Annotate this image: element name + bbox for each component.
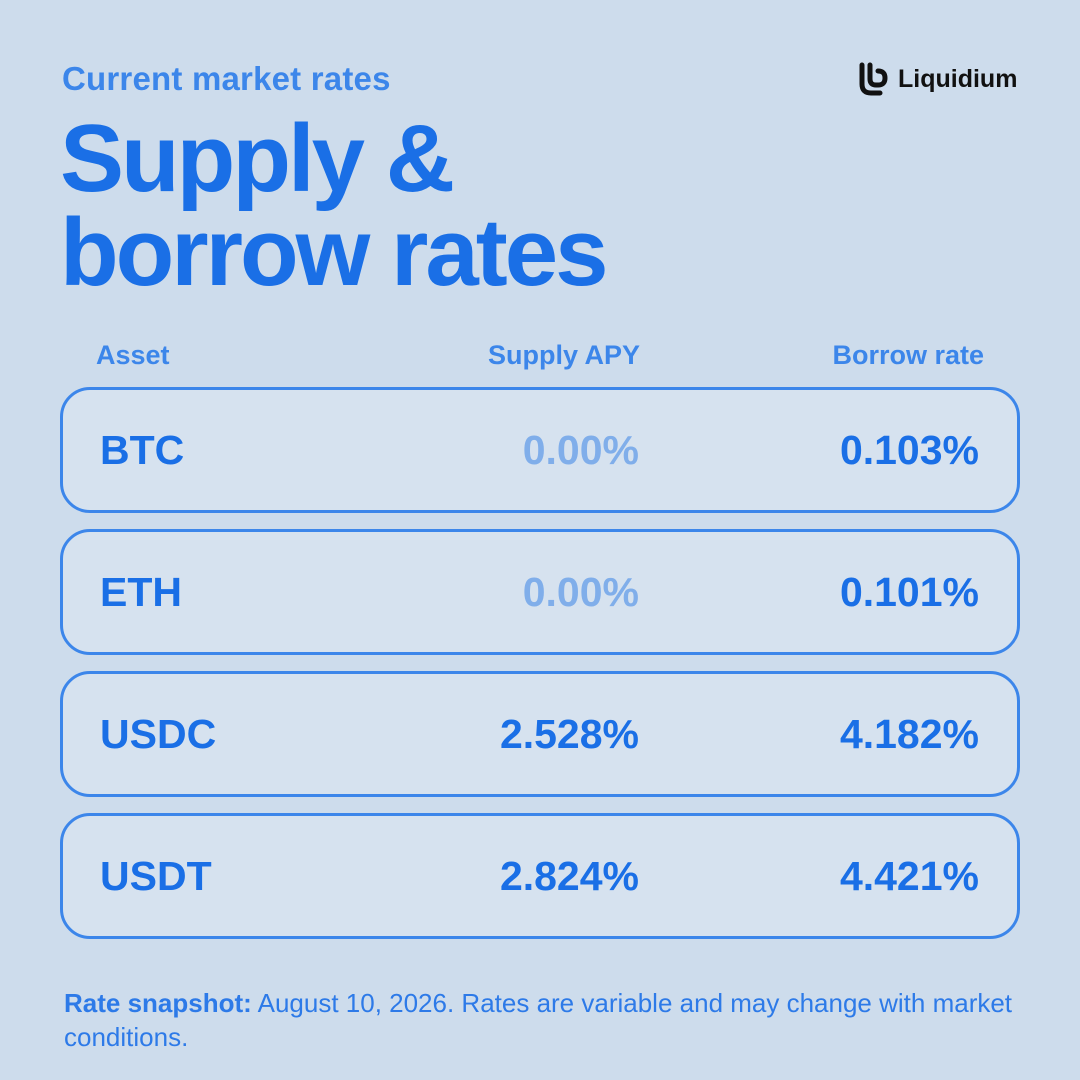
borrow-rate-cell: 4.182% bbox=[839, 710, 979, 757]
borrow-rate-cell: 4.421% bbox=[839, 852, 979, 899]
footnote-label: Rate snapshot: bbox=[64, 988, 252, 1018]
supply-apy-cell: 0.00% bbox=[522, 568, 639, 615]
brand: Liquidium bbox=[856, 62, 1017, 96]
asset-cell: ETH bbox=[100, 568, 182, 615]
brand-name: Liquidium bbox=[898, 64, 1018, 93]
rate-snapshot-footnote: Rate snapshot: August 10, 2026. Rates ar… bbox=[64, 986, 1024, 1054]
liquidium-logo-icon bbox=[856, 62, 890, 96]
supply-apy-cell: 2.528% bbox=[499, 710, 639, 757]
borrow-rate-cell: 0.101% bbox=[839, 568, 979, 615]
asset-cell: BTC bbox=[100, 426, 185, 473]
rates-table: BTC 0.00% 0.103% ETH 0.00% 0.101% USDC 2… bbox=[60, 387, 1020, 955]
column-header-borrow-rate: Borrow rate bbox=[832, 340, 984, 370]
supply-apy-cell: 2.824% bbox=[499, 852, 639, 899]
table-row: USDT 2.824% 4.421% bbox=[60, 813, 1020, 939]
asset-cell: USDC bbox=[100, 710, 217, 757]
column-header-asset: Asset bbox=[96, 340, 170, 370]
supply-apy-cell: 0.00% bbox=[522, 426, 639, 473]
page-title: Supply & borrow rates bbox=[60, 105, 608, 306]
asset-cell: USDT bbox=[100, 852, 212, 899]
table-row: ETH 0.00% 0.101% bbox=[60, 529, 1020, 655]
table-row: USDC 2.528% 4.182% bbox=[60, 671, 1020, 797]
title-line-2: borrow rates bbox=[60, 199, 608, 306]
title-line-1: Supply & bbox=[60, 105, 455, 212]
table-row: BTC 0.00% 0.103% bbox=[60, 387, 1020, 513]
column-header-supply-apy: Supply APY bbox=[487, 340, 640, 370]
footnote-text: August 10, 2026. Rates are variable and … bbox=[64, 988, 1013, 1052]
eyebrow-text: Current market rates bbox=[62, 60, 391, 97]
borrow-rate-cell: 0.103% bbox=[839, 426, 979, 473]
